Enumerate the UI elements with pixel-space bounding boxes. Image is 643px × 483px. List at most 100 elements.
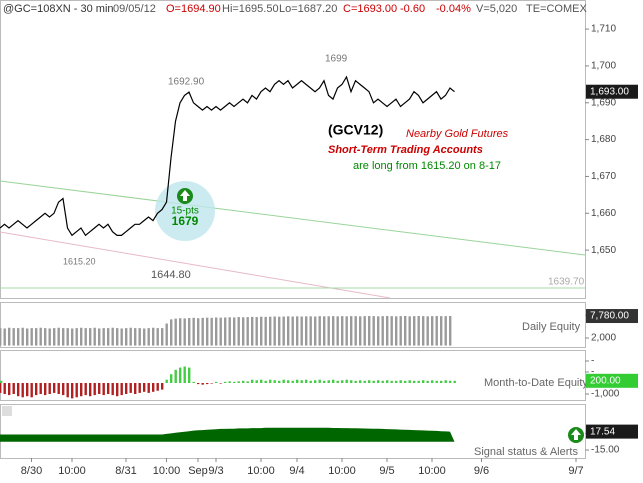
low-label: 1615.20 xyxy=(63,256,96,266)
equity-bar xyxy=(35,328,38,346)
equity-bar xyxy=(255,380,258,384)
equity-bar xyxy=(165,323,168,346)
equity-bar xyxy=(404,380,407,384)
last-value-label: 1,693.00 xyxy=(590,86,629,97)
equity-bar xyxy=(440,316,443,346)
equity-bar xyxy=(84,328,87,346)
equity-bar xyxy=(39,383,42,395)
equity-bar xyxy=(147,383,150,393)
equity-bar xyxy=(336,316,339,346)
buy-arrow xyxy=(180,190,190,201)
change: -0.60 xyxy=(400,3,425,15)
equity-bar xyxy=(170,374,173,384)
low: Lo=1687.20 xyxy=(279,3,337,15)
equity-bar xyxy=(359,380,362,384)
equity-bar xyxy=(377,380,380,384)
equity-bar xyxy=(440,380,443,384)
symbol: @GC=108XN - 30 min xyxy=(3,3,114,15)
equity-bar xyxy=(345,379,348,384)
equity-bar xyxy=(404,316,407,346)
equity-bar xyxy=(107,383,110,395)
x-tick-label: 9/4 xyxy=(289,465,304,477)
equity-bar xyxy=(201,317,204,346)
y-tick-label: - xyxy=(591,367,594,378)
equity-bar xyxy=(282,379,285,384)
equity-bar xyxy=(134,383,137,395)
equity-bar xyxy=(53,383,56,393)
equity-bar xyxy=(0,380,3,384)
x-tick-label: 9/3 xyxy=(208,465,223,477)
y-tick-label: -15.00 xyxy=(591,445,620,456)
last-value-tag xyxy=(586,373,638,388)
equity-bar xyxy=(107,328,110,346)
x-tick-label: 10:00 xyxy=(247,465,275,477)
equity-bar xyxy=(390,380,393,384)
equity-bar xyxy=(138,328,141,346)
equity-bar xyxy=(80,383,83,397)
equity-bar xyxy=(161,328,164,346)
equity-bar xyxy=(3,328,6,346)
panel-label: Signal status & Alerts xyxy=(474,446,578,458)
last-value-label: 200.00 xyxy=(590,375,621,386)
equity-bar xyxy=(26,383,29,397)
equity-bar xyxy=(21,327,24,346)
equity-bar xyxy=(453,380,456,384)
entry-price: 1679 xyxy=(172,214,199,228)
equity-bar xyxy=(377,316,380,346)
equity-bar xyxy=(341,380,344,384)
equity-bar xyxy=(300,316,303,346)
equity-bar xyxy=(332,379,335,384)
equity-bar xyxy=(48,328,51,346)
equity-bar xyxy=(237,381,240,384)
equity-bar xyxy=(408,380,411,384)
equity-bar xyxy=(444,316,447,346)
equity-bar xyxy=(44,328,47,346)
last-value-tag xyxy=(586,84,638,99)
volume: V=5,020 xyxy=(476,3,517,15)
equity-bar xyxy=(395,380,398,384)
equity-bar xyxy=(255,317,258,346)
equity-bar xyxy=(246,381,249,384)
equity-bar xyxy=(296,379,299,384)
equity-bar xyxy=(350,316,353,346)
equity-bar xyxy=(215,317,218,346)
note: Nearby Gold Futures xyxy=(406,128,509,140)
equity-bar xyxy=(57,383,60,395)
equity-bar xyxy=(21,383,24,398)
equity-bar xyxy=(215,381,218,384)
y-tick-label: 1,650 xyxy=(591,245,616,256)
x-tick-label: 9/6 xyxy=(474,465,489,477)
equity-bar xyxy=(282,316,285,346)
equity-bar xyxy=(156,383,159,391)
equity-bar xyxy=(417,380,420,384)
equity-bar xyxy=(422,380,425,384)
equity-bar xyxy=(53,328,56,346)
equity-bar xyxy=(206,317,209,346)
equity-bar xyxy=(30,328,33,346)
daily-panel xyxy=(0,302,586,348)
equity-bar xyxy=(287,380,290,384)
equity-bar xyxy=(12,328,15,346)
equity-bar xyxy=(314,316,317,346)
equity-bar xyxy=(273,316,276,346)
equity-bar xyxy=(93,327,96,346)
equity-bar xyxy=(71,383,74,399)
equity-bar xyxy=(278,316,281,346)
high: Hi=1695.50 xyxy=(222,3,279,15)
equity-bar xyxy=(98,383,101,395)
equity-bar xyxy=(62,328,65,346)
change-pct: -0.04% xyxy=(436,3,471,15)
equity-bar xyxy=(444,380,447,384)
equity-bar xyxy=(354,316,357,346)
equity-bar xyxy=(120,328,123,346)
x-tick-label: 8/31 xyxy=(115,465,136,477)
last-value-label: 7,780.00 xyxy=(590,311,629,322)
equity-bar xyxy=(143,328,146,346)
equity-bar xyxy=(431,316,434,346)
equity-bar xyxy=(12,383,15,395)
trend-line xyxy=(0,231,391,299)
y-tick-label: 1,710 xyxy=(591,24,616,35)
equity-bar xyxy=(84,383,87,396)
x-tick-label: 10:00 xyxy=(328,465,356,477)
equity-bar xyxy=(152,327,155,346)
